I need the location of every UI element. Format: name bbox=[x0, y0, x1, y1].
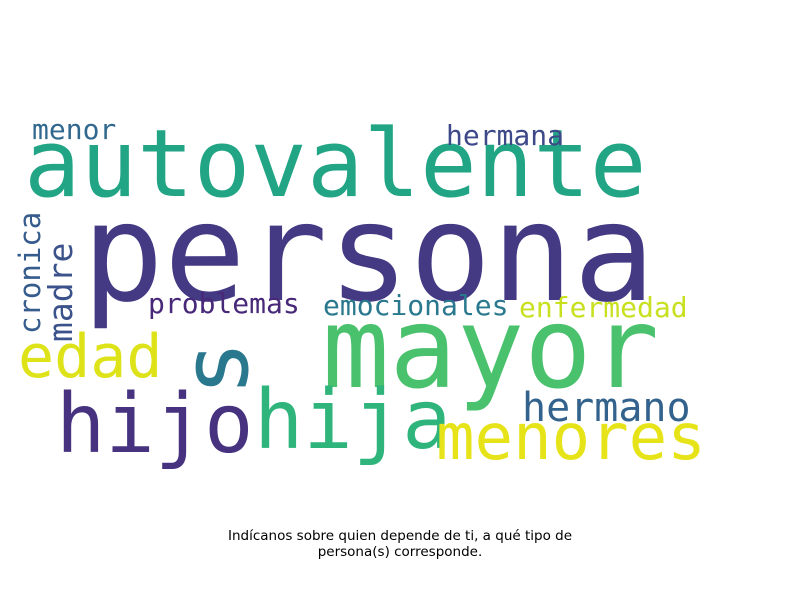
word-edad: edad bbox=[18, 322, 163, 392]
word-hija: hija bbox=[254, 373, 452, 468]
figure-caption: Indícanos sobre quien depende de ti, a q… bbox=[150, 528, 650, 560]
word-enfermedad: enfermedad bbox=[519, 291, 688, 324]
caption-line-1: Indícanos sobre quien depende de ti, a q… bbox=[227, 528, 573, 544]
word-hijo: hijo bbox=[56, 377, 254, 472]
word-problemas: problemas bbox=[148, 287, 300, 320]
word-mayor: mayor bbox=[322, 284, 660, 414]
word-menor: menor bbox=[32, 113, 117, 146]
word-cronica: cronica bbox=[13, 211, 47, 334]
word-hermana: hermana bbox=[446, 119, 565, 152]
word-persona: persona bbox=[82, 175, 656, 333]
word-hermano: hermano bbox=[522, 385, 691, 431]
word-emocionales: emocionales bbox=[323, 289, 509, 322]
word-madre: madre bbox=[41, 242, 80, 342]
word-menores: menores bbox=[436, 401, 706, 475]
caption-line-2: persona(s) corresponde. bbox=[317, 544, 483, 560]
word-autovalente: autovalente bbox=[24, 110, 647, 219]
